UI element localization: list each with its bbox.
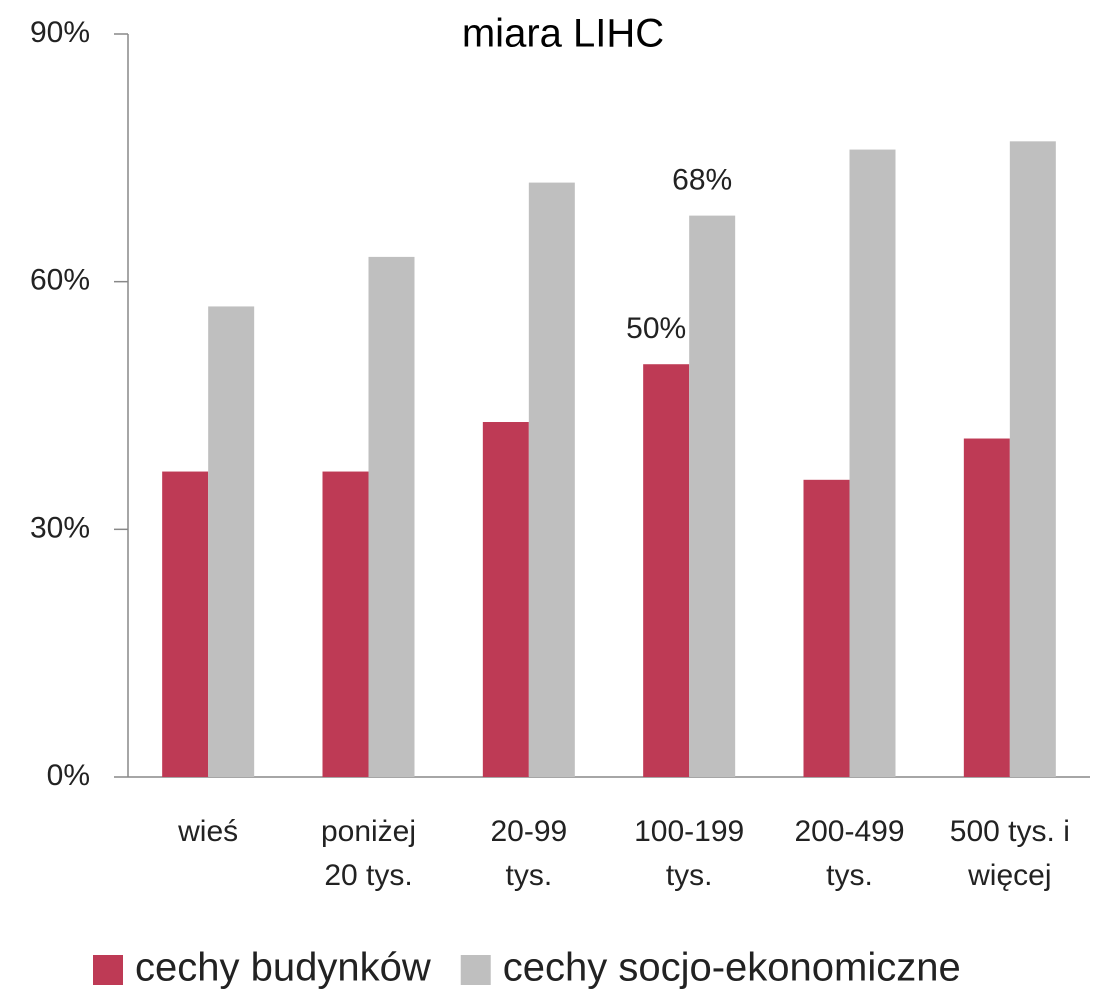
bar: [368, 256, 415, 777]
bar: [803, 479, 850, 777]
data-label: 50%: [626, 312, 686, 345]
legend-label: cechy budynków: [135, 946, 431, 990]
chart-title: miara LIHC: [462, 12, 664, 56]
y-tick-label: 0%: [47, 759, 90, 792]
x-tick-label: poniżej 20 tys.: [320, 815, 417, 892]
y-tick-label: 90%: [30, 16, 90, 49]
legend-swatch: [460, 955, 491, 985]
y-tick-label: 60%: [30, 264, 90, 297]
x-tick-label: 100-199 tys.: [634, 815, 745, 892]
bar: [482, 422, 529, 777]
bar: [643, 364, 690, 777]
bar: [963, 438, 1010, 777]
bar: [1009, 141, 1056, 778]
y-tick-label: 30%: [30, 511, 90, 544]
bar: [322, 471, 369, 777]
data-label: 68%: [672, 164, 732, 197]
x-tick-label: 500 tys. i więcej: [949, 815, 1070, 892]
x-tick-label: wieś: [178, 815, 239, 848]
legend-swatch: [93, 955, 123, 985]
x-tick-label: 200-499 tys.: [794, 815, 905, 892]
bar: [689, 215, 736, 778]
bar: [162, 471, 209, 777]
bar: [208, 306, 255, 777]
bar: [849, 149, 896, 778]
legend-label: cechy socjo-ekonomiczne: [503, 946, 961, 990]
bar: [528, 182, 575, 778]
x-tick-label: 20-99 tys.: [490, 815, 568, 892]
